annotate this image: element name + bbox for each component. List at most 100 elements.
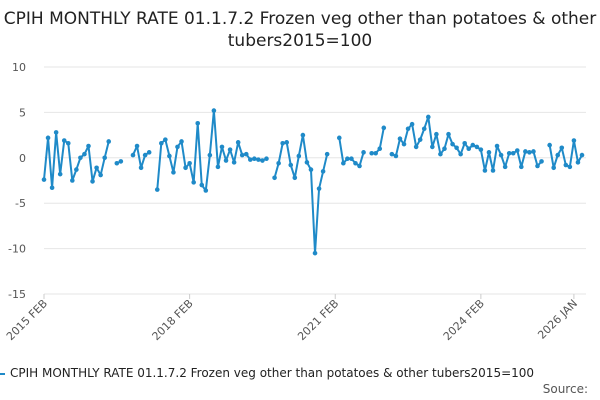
data-point[interactable]: [130, 152, 136, 158]
data-point[interactable]: [551, 165, 556, 171]
data-point[interactable]: [470, 142, 476, 148]
data-point[interactable]: [86, 143, 91, 149]
data-point[interactable]: [94, 165, 99, 171]
data-point[interactable]: [514, 148, 520, 153]
data-point[interactable]: [510, 150, 516, 156]
data-point[interactable]: [519, 164, 524, 170]
data-point[interactable]: [308, 167, 314, 172]
data-point[interactable]: [191, 180, 196, 185]
data-point[interactable]: [555, 152, 561, 158]
data-point[interactable]: [239, 152, 245, 158]
data-point[interactable]: [397, 136, 403, 142]
data-point[interactable]: [377, 146, 383, 152]
data-point[interactable]: [482, 168, 488, 173]
data-point[interactable]: [296, 153, 302, 159]
data-point[interactable]: [187, 160, 192, 166]
data-point[interactable]: [547, 142, 552, 148]
data-point[interactable]: [425, 114, 431, 120]
data-point[interactable]: [179, 139, 184, 144]
data-point[interactable]: [405, 126, 411, 132]
data-point[interactable]: [211, 108, 217, 113]
data-point[interactable]: [434, 131, 439, 137]
data-point[interactable]: [134, 143, 140, 149]
data-point[interactable]: [450, 141, 455, 147]
data-point[interactable]: [264, 156, 269, 162]
data-point[interactable]: [361, 150, 366, 155]
data-point[interactable]: [199, 182, 205, 188]
data-point[interactable]: [280, 140, 285, 146]
data-point[interactable]: [349, 156, 354, 162]
data-point[interactable]: [243, 151, 249, 157]
data-point[interactable]: [248, 157, 253, 162]
data-point[interactable]: [207, 152, 213, 158]
data-point[interactable]: [527, 150, 532, 155]
data-point[interactable]: [567, 164, 573, 170]
data-point[interactable]: [345, 156, 350, 162]
data-point[interactable]: [118, 159, 124, 164]
data-point[interactable]: [78, 155, 83, 161]
data-point[interactable]: [142, 152, 148, 158]
data-point[interactable]: [462, 140, 467, 146]
data-point[interactable]: [478, 147, 484, 152]
data-point[interactable]: [98, 172, 103, 178]
data-point[interactable]: [466, 146, 472, 152]
data-point[interactable]: [381, 125, 387, 131]
data-point[interactable]: [458, 151, 463, 157]
data-point[interactable]: [438, 151, 443, 157]
data-point[interactable]: [413, 144, 419, 150]
data-point[interactable]: [304, 160, 310, 165]
data-point[interactable]: [563, 162, 569, 168]
data-point[interactable]: [389, 151, 395, 157]
data-point[interactable]: [486, 150, 492, 155]
data-point[interactable]: [454, 145, 459, 151]
data-point[interactable]: [260, 158, 265, 163]
data-point[interactable]: [490, 168, 496, 173]
data-point[interactable]: [276, 160, 281, 166]
data-point[interactable]: [494, 143, 500, 149]
data-point[interactable]: [195, 121, 201, 126]
data-point[interactable]: [159, 140, 164, 146]
data-point[interactable]: [474, 144, 480, 150]
data-point[interactable]: [223, 158, 229, 163]
data-point[interactable]: [227, 147, 233, 152]
data-point[interactable]: [401, 141, 407, 147]
data-point[interactable]: [219, 144, 225, 150]
data-point[interactable]: [183, 165, 188, 171]
data-point[interactable]: [70, 178, 75, 183]
data-point[interactable]: [502, 164, 508, 170]
data-point[interactable]: [409, 121, 415, 127]
data-point[interactable]: [114, 160, 120, 166]
data-point[interactable]: [215, 164, 221, 170]
data-point[interactable]: [65, 140, 71, 146]
data-point[interactable]: [167, 153, 172, 159]
data-point[interactable]: [154, 187, 160, 192]
data-point[interactable]: [523, 149, 528, 154]
data-point[interactable]: [272, 175, 277, 181]
data-point[interactable]: [316, 186, 322, 191]
data-point[interactable]: [357, 163, 362, 169]
data-point[interactable]: [146, 150, 152, 155]
data-point[interactable]: [531, 149, 536, 154]
data-point[interactable]: [231, 160, 237, 165]
data-point[interactable]: [74, 167, 79, 172]
legend[interactable]: CPIH MONTHLY RATE 01.1.7.2 Frozen veg ot…: [0, 366, 534, 380]
data-point[interactable]: [41, 177, 47, 182]
data-point[interactable]: [442, 146, 447, 152]
data-point[interactable]: [417, 137, 423, 142]
data-point[interactable]: [369, 150, 374, 156]
data-point[interactable]: [284, 140, 290, 145]
data-point[interactable]: [57, 171, 63, 177]
data-point[interactable]: [506, 150, 512, 156]
data-point[interactable]: [539, 159, 544, 164]
data-point[interactable]: [312, 250, 318, 256]
data-point[interactable]: [49, 185, 55, 191]
data-point[interactable]: [430, 144, 435, 150]
data-point[interactable]: [90, 179, 95, 184]
data-point[interactable]: [373, 150, 379, 156]
data-point[interactable]: [171, 170, 176, 175]
data-point[interactable]: [82, 151, 87, 157]
data-point[interactable]: [498, 152, 504, 158]
data-point[interactable]: [102, 155, 107, 161]
data-point[interactable]: [288, 162, 294, 168]
data-point[interactable]: [535, 163, 540, 169]
